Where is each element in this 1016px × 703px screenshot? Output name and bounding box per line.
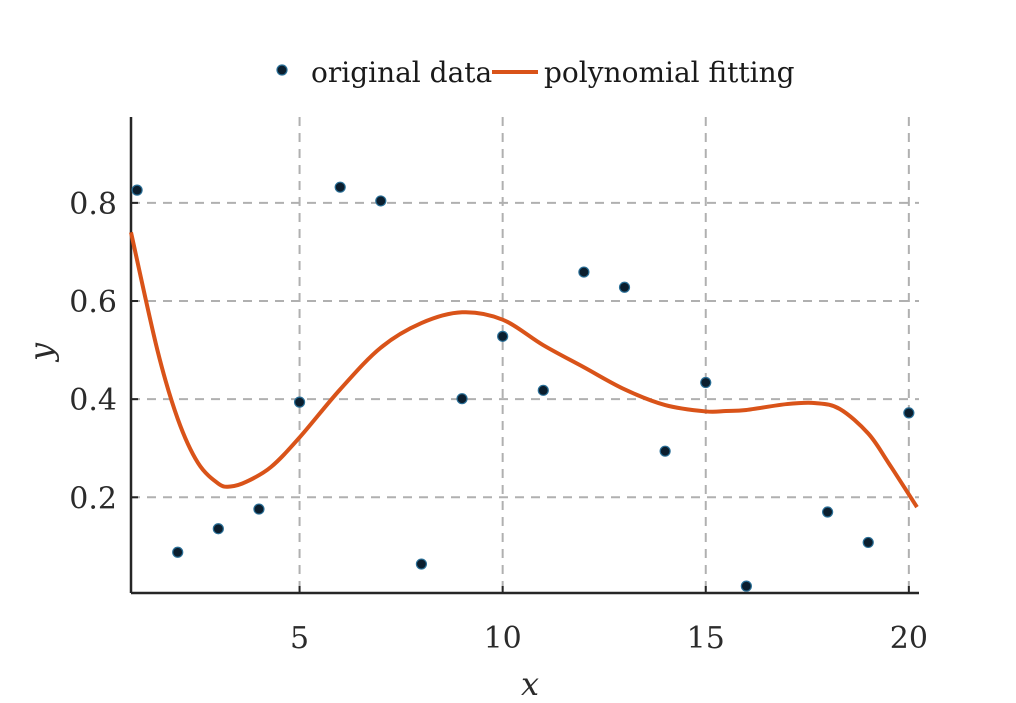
legend-point-marker xyxy=(276,64,288,76)
y-tick-label-0.2: 0.2 xyxy=(69,481,117,516)
y-tick-label-0.6: 0.6 xyxy=(69,285,117,320)
data-point-4 xyxy=(253,503,265,515)
data-point-5 xyxy=(293,396,306,408)
grid xyxy=(131,117,919,593)
y-tick-label-0.4: 0.4 xyxy=(69,383,117,418)
data-point-10 xyxy=(497,330,509,342)
data-points-layer xyxy=(131,181,915,592)
data-point-14 xyxy=(659,445,671,457)
data-point-20 xyxy=(903,407,915,419)
data-point-1 xyxy=(131,184,143,196)
legend: original data polynomial fitting xyxy=(276,56,795,89)
data-point-11 xyxy=(537,384,549,396)
data-point-7 xyxy=(375,195,387,207)
data-point-8 xyxy=(415,558,428,570)
x-axis-label: x xyxy=(521,665,539,703)
data-point-16 xyxy=(740,580,752,592)
polynomial-fit-line xyxy=(129,231,919,509)
data-point-9 xyxy=(456,393,468,405)
x-tick-label-10: 10 xyxy=(484,621,522,656)
data-point-6 xyxy=(334,181,346,193)
x-tick-label-5: 5 xyxy=(290,621,309,656)
data-point-3 xyxy=(212,523,224,535)
data-point-13 xyxy=(618,281,631,293)
fit-line-layer xyxy=(129,231,919,509)
tick-labels: 5 10 15 20 0.2 0.4 0.6 0.8 xyxy=(69,187,928,656)
data-point-19 xyxy=(862,536,874,549)
axes xyxy=(129,117,919,595)
y-tick-label-0.8: 0.8 xyxy=(69,187,117,222)
data-point-2 xyxy=(172,546,184,558)
legend-label-polynomial-fitting: polynomial fitting xyxy=(544,56,795,89)
data-point-18 xyxy=(822,506,834,518)
y-axis-label: y xyxy=(22,342,60,363)
data-point-15 xyxy=(700,376,712,389)
x-tick-label-20: 20 xyxy=(890,621,928,656)
data-point-12 xyxy=(578,266,590,278)
x-tick-label-15: 15 xyxy=(687,621,725,656)
legend-label-original-data: original data xyxy=(311,56,492,89)
